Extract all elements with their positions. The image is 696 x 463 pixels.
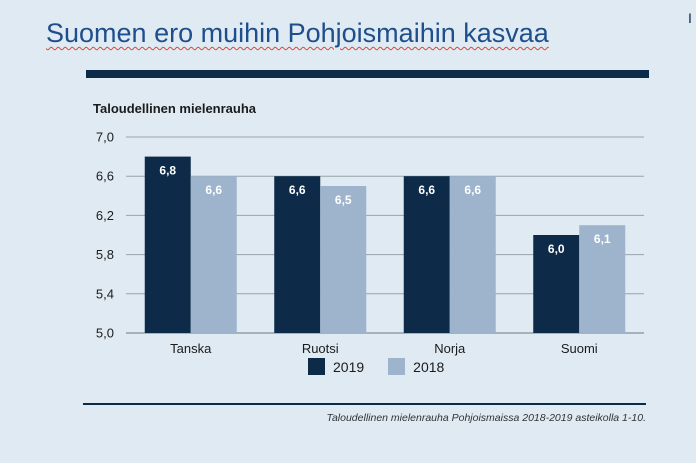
- legend-label-2019: 2019: [333, 358, 365, 375]
- legend-label-2018: 2018: [413, 358, 445, 375]
- bar-2019-ruotsi: [274, 176, 321, 333]
- bar-2018-ruotsi: [320, 186, 367, 333]
- y-tick-label: 5,8: [96, 247, 114, 262]
- y-tick-label: 6,2: [96, 208, 114, 223]
- chart-legend: 2019 2018: [308, 358, 468, 375]
- bar-2018-tanska: [190, 176, 237, 333]
- legend-item-2019: 2019: [308, 358, 364, 375]
- bar-value-label: 6,0: [548, 242, 565, 256]
- bar-2019-norja: [403, 176, 450, 333]
- bottom-divider: [83, 403, 646, 405]
- corner-glyph: I: [688, 10, 692, 26]
- top-divider: [86, 70, 649, 78]
- bar-value-label: 6,5: [335, 193, 352, 207]
- bar-value-label: 6,6: [289, 183, 306, 197]
- y-tick-label: 7,0: [96, 130, 114, 145]
- chart-footnote: Taloudellinen mielenrauha Pohjoismaissa …: [326, 412, 647, 424]
- x-tick-label: Suomi: [561, 341, 598, 356]
- y-tick-label: 5,4: [96, 286, 114, 301]
- x-tick-label: Norja: [434, 341, 466, 356]
- bar-value-label: 6,1: [594, 232, 611, 246]
- y-tick-label: 5,0: [96, 326, 114, 341]
- slide-title: Suomen ero muihin Pohjoismaihin kasvaa: [46, 18, 549, 48]
- legend-swatch-2018: [388, 358, 406, 375]
- legend-swatch-2019: [308, 358, 325, 375]
- x-tick-label: Ruotsi: [302, 341, 339, 356]
- chart-title: Taloudellinen mielenrauha: [93, 101, 257, 116]
- y-tick-label: 6,6: [96, 169, 114, 184]
- x-tick-label: Tanska: [170, 341, 212, 356]
- bar-2019-tanska: [144, 156, 191, 333]
- bar-value-label: 6,8: [159, 164, 176, 178]
- bar-value-label: 6,6: [464, 183, 481, 197]
- bar-2018-norja: [449, 176, 496, 333]
- bar-2019-suomi: [533, 235, 580, 333]
- legend-item-2018: 2018: [388, 358, 444, 375]
- bar-2018-suomi: [579, 225, 626, 333]
- bar-value-label: 6,6: [205, 183, 222, 197]
- bar-value-label: 6,6: [418, 183, 435, 197]
